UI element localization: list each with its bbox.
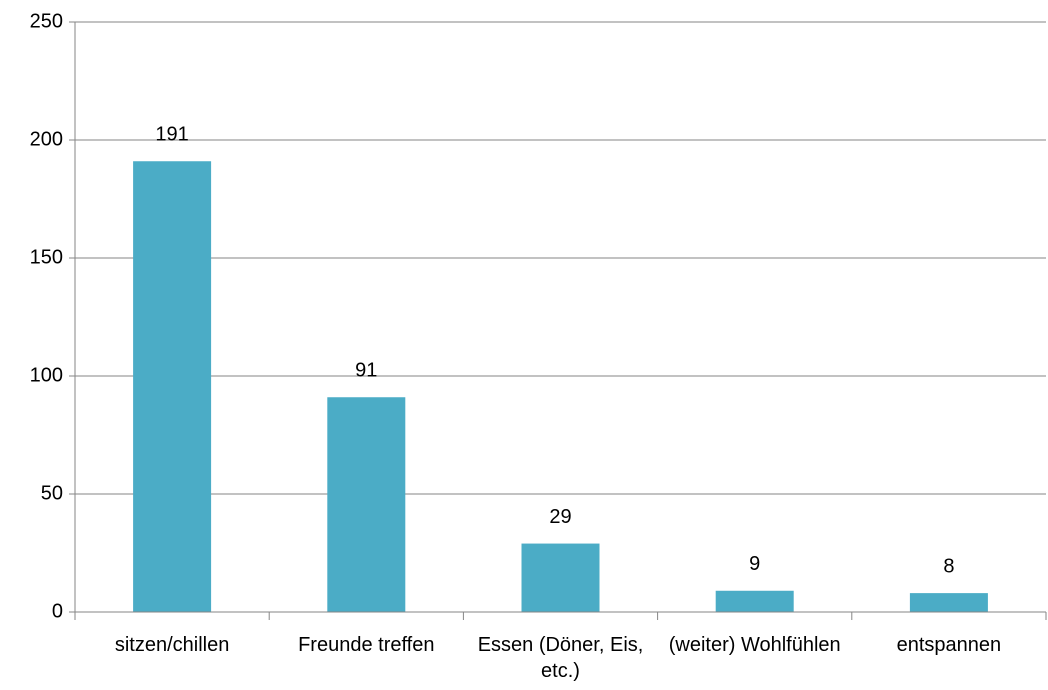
bar: [909, 593, 988, 612]
x-tick-label: Freunde treffen: [298, 634, 435, 656]
bar: [715, 590, 794, 612]
data-label: 29: [549, 506, 571, 528]
y-tick-label: 250: [30, 10, 63, 32]
x-tick-label: (weiter) Wohlfühlen: [668, 634, 841, 656]
bar: [521, 543, 600, 612]
y-tick-label: 50: [41, 482, 63, 504]
y-tick-label: 100: [30, 364, 63, 386]
data-label: 191: [155, 124, 188, 146]
data-label: 91: [355, 360, 377, 382]
data-label: 9: [749, 553, 760, 575]
bar: [133, 161, 212, 613]
x-tick-label: sitzen/chillen: [114, 634, 230, 656]
bar: [327, 397, 406, 612]
y-tick-label: 0: [52, 600, 63, 622]
x-tick-label: entspannen: [896, 634, 1002, 656]
y-tick-label: 200: [30, 128, 63, 150]
y-tick-label: 150: [30, 246, 63, 268]
x-tick-label: Essen (Döner, Eis, etc.): [477, 634, 644, 682]
data-label: 8: [943, 555, 954, 577]
